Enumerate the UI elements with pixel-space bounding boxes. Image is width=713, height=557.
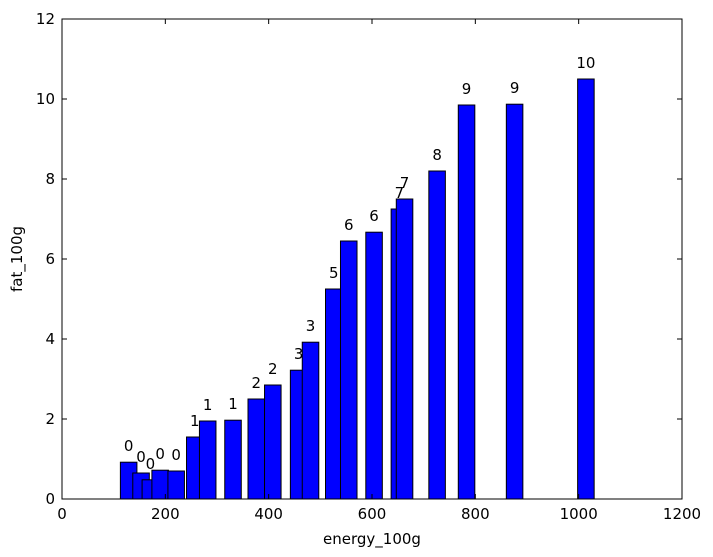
- bar-label-13: 6: [344, 216, 354, 234]
- bar-18: [457, 104, 476, 500]
- bar-label-3: 0: [155, 445, 165, 463]
- bar-14: [365, 231, 383, 500]
- y-tick-label-1: 2: [45, 410, 55, 428]
- bar-label-6: 1: [203, 396, 213, 414]
- bar-6: [198, 420, 217, 500]
- y-tick-label-0: 0: [45, 490, 55, 508]
- y-tick-label-3: 6: [45, 250, 55, 268]
- y-tick-label-4: 8: [45, 170, 55, 188]
- bar-11: [301, 341, 320, 500]
- bar-label-11: 3: [306, 317, 316, 335]
- bar-8: [247, 398, 266, 500]
- bar-label-7: 1: [228, 395, 238, 413]
- bar-label-17: 8: [432, 146, 442, 164]
- bar-9: [264, 384, 282, 500]
- bar-label-19: 9: [510, 79, 520, 97]
- y-tick-label-6: 12: [36, 10, 55, 28]
- bar-3: [151, 469, 169, 500]
- x-tick-label-5: 1000: [560, 505, 598, 523]
- bar-label-2: 0: [146, 455, 156, 473]
- bar-16: [395, 198, 414, 500]
- bars-layer: [119, 78, 595, 500]
- bar-label-4: 0: [171, 446, 181, 464]
- bar-label-14: 6: [369, 207, 379, 225]
- bar-13: [339, 240, 358, 500]
- bar-20: [577, 78, 595, 500]
- bar-label-9: 2: [268, 360, 278, 378]
- x-tick-label-3: 600: [358, 505, 387, 523]
- bar-label-0: 0: [124, 437, 134, 455]
- x-axis-label: energy_100g: [323, 530, 421, 549]
- x-tick-label-6: 1200: [663, 505, 701, 523]
- bar-19: [505, 103, 524, 500]
- bar-7: [224, 419, 242, 500]
- bar-label-5: 1: [190, 412, 200, 430]
- y-axis-label: fat_100g: [8, 226, 27, 292]
- bar-label-15: 7: [395, 184, 405, 202]
- bar-12: [325, 288, 343, 500]
- x-tick-label-0: 0: [57, 505, 67, 523]
- bar-17: [428, 170, 446, 500]
- y-tick-label-5: 10: [36, 90, 55, 108]
- bar-label-18: 9: [462, 80, 472, 98]
- bar-label-10: 3: [294, 345, 304, 363]
- bar-label-20: 10: [576, 54, 595, 72]
- ticks-layer: [61, 18, 683, 500]
- bar-label-1: 0: [136, 448, 146, 466]
- x-tick-label-1: 200: [151, 505, 180, 523]
- bar-label-12: 5: [329, 264, 339, 282]
- x-tick-label-2: 400: [254, 505, 283, 523]
- bar-label-16: 7: [400, 174, 410, 192]
- y-tick-label-2: 4: [45, 330, 55, 348]
- bar-4: [167, 470, 185, 500]
- x-tick-label-4: 800: [461, 505, 490, 523]
- bar-label-8: 2: [251, 374, 261, 392]
